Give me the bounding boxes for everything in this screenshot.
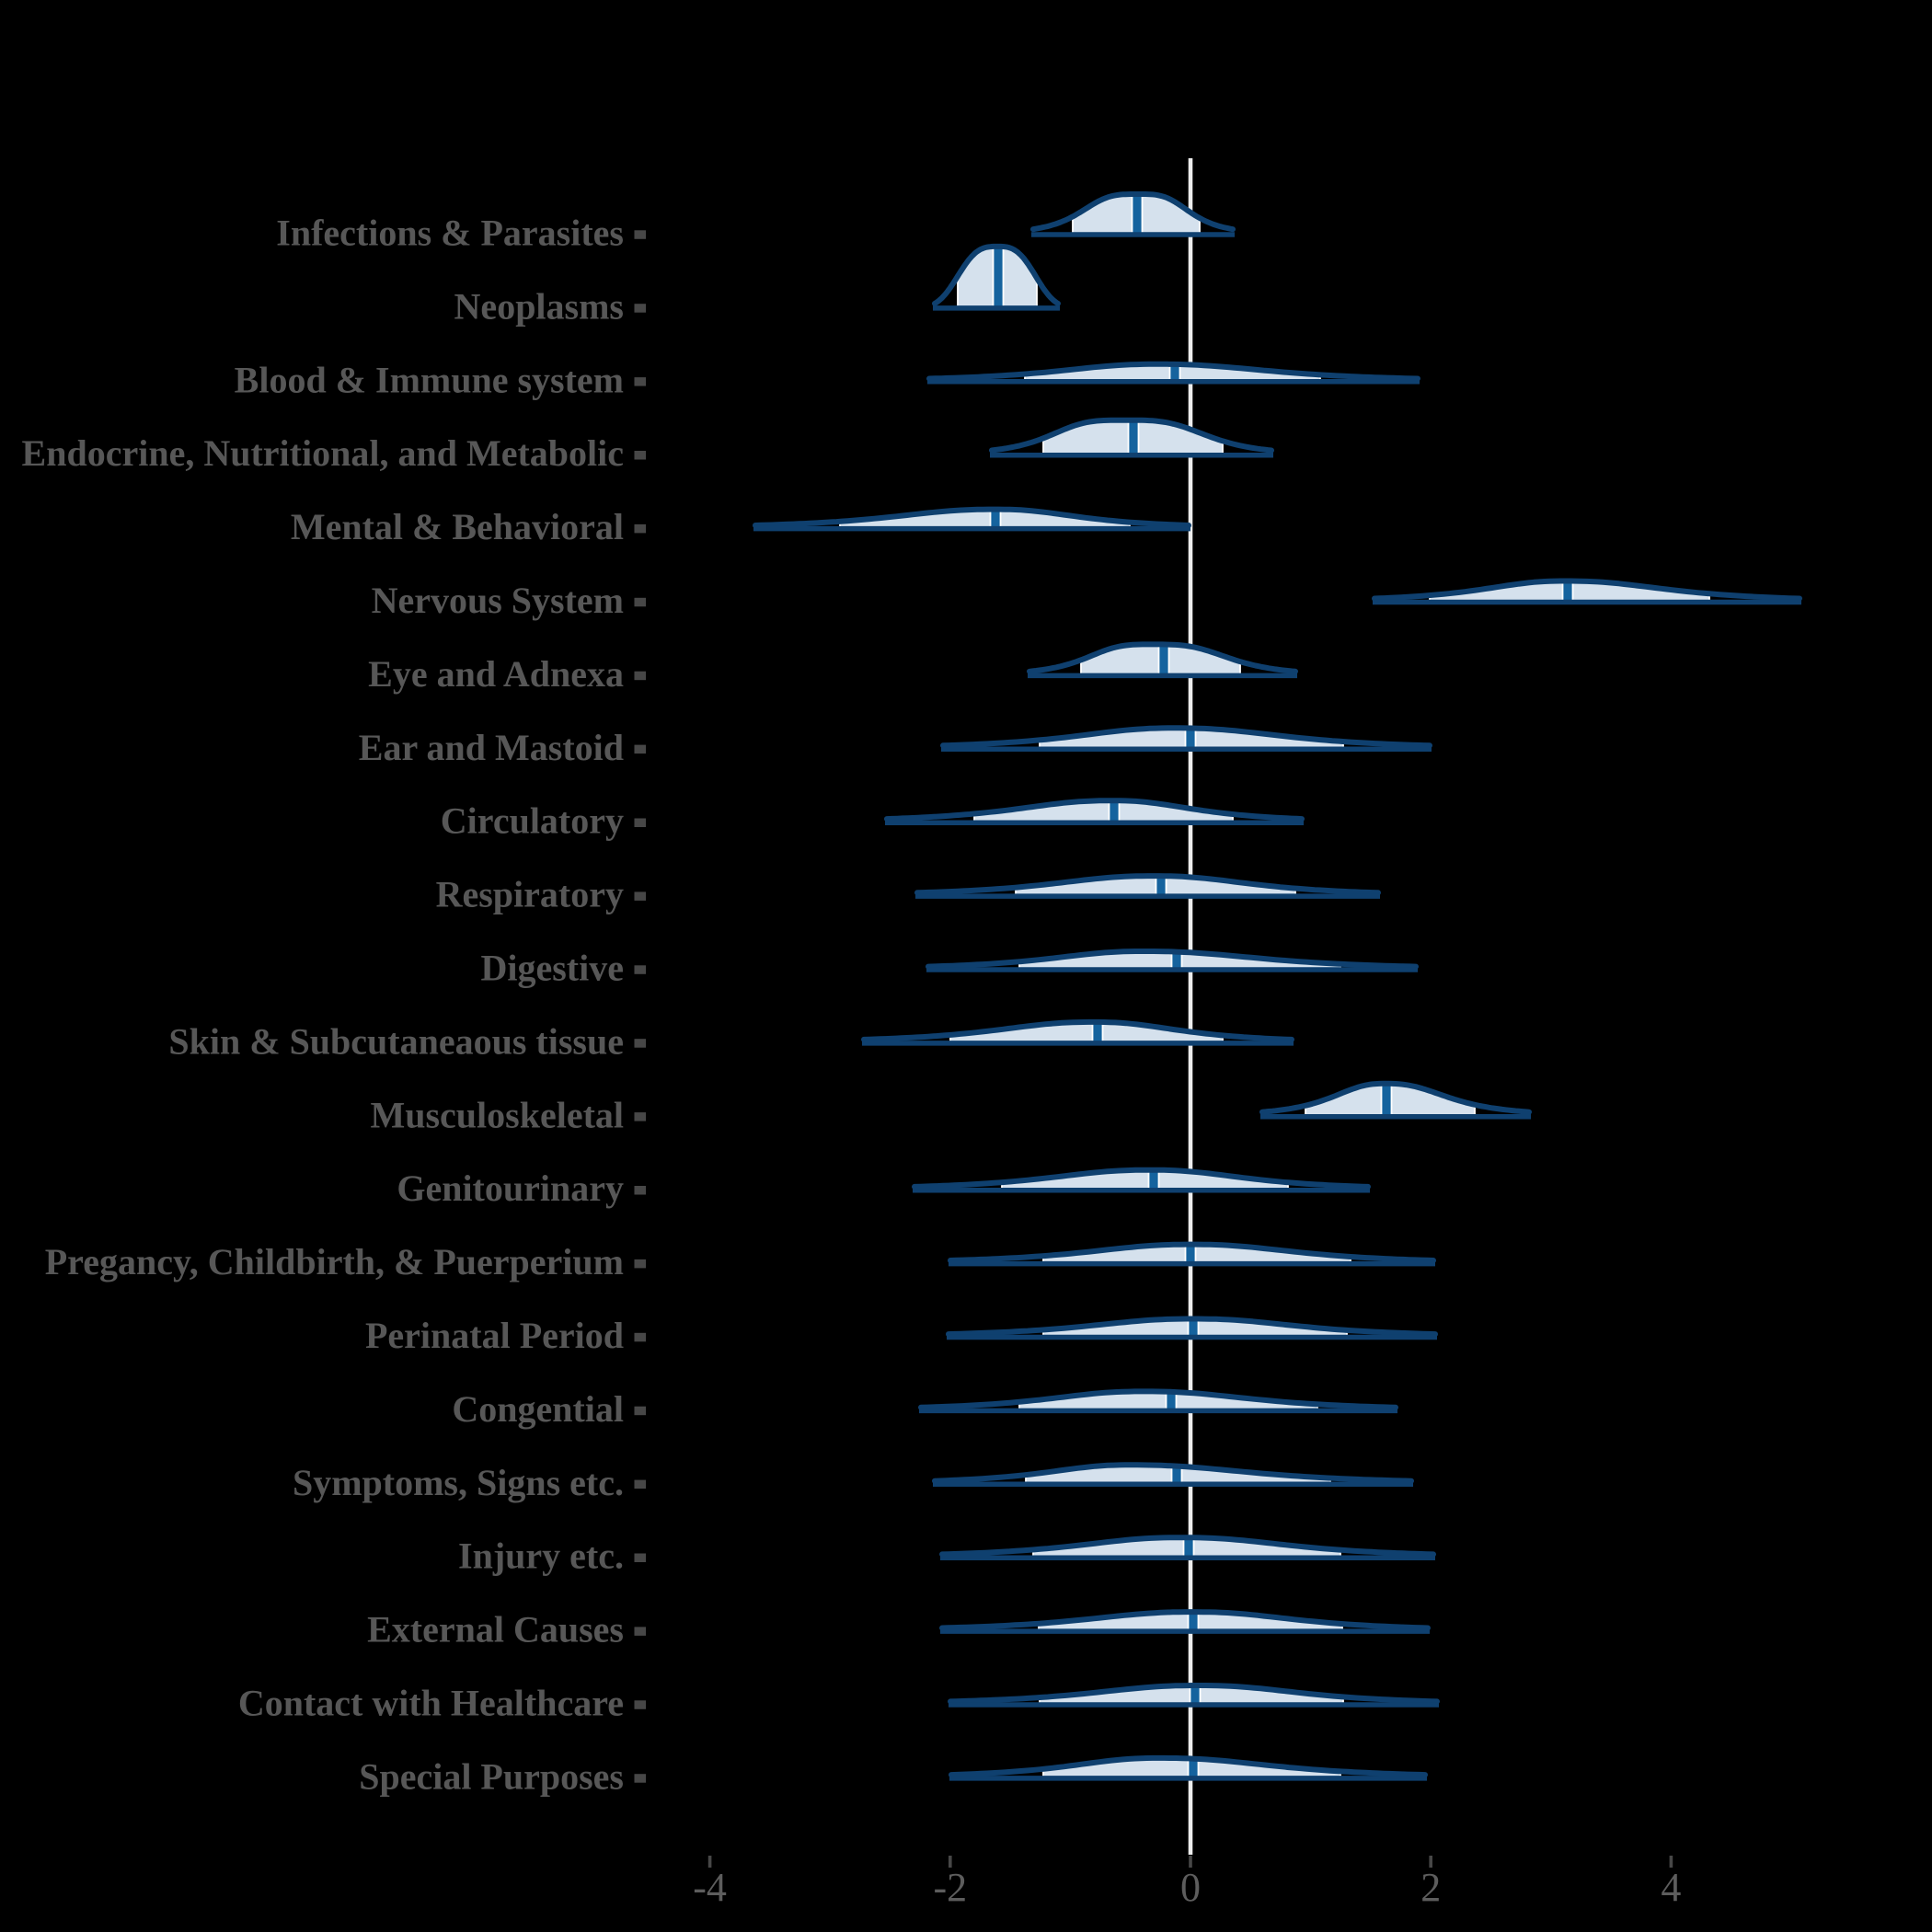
svg-text:0: 0 (1180, 1865, 1201, 1910)
svg-text:Infections & Parasites: Infections & Parasites (276, 213, 624, 254)
svg-text:Musculoskeletal: Musculoskeletal (370, 1094, 624, 1135)
svg-text:2: 2 (1420, 1865, 1441, 1910)
svg-text:Neoplasms: Neoplasms (454, 285, 624, 327)
svg-text:Ear and Mastoid: Ear and Mastoid (359, 727, 624, 768)
svg-text:Nervous System: Nervous System (372, 580, 624, 621)
svg-text:Mental & Behavioral: Mental & Behavioral (291, 506, 624, 547)
svg-text:Genitourinary: Genitourinary (397, 1167, 624, 1209)
svg-text:Endocrine, Nutritional, and Me: Endocrine, Nutritional, and Metabolic (22, 432, 624, 474)
svg-text:Injury etc.: Injury etc. (458, 1535, 624, 1577)
svg-text:-2: -2 (933, 1865, 967, 1910)
svg-text:Congential: Congential (452, 1388, 624, 1430)
svg-text:External Causes: External Causes (367, 1609, 624, 1650)
svg-text:Perinatal Period: Perinatal Period (365, 1315, 624, 1356)
svg-text:Respiratory: Respiratory (436, 874, 624, 915)
svg-text:-4: -4 (693, 1865, 727, 1910)
svg-text:Symptoms, Signs etc.: Symptoms, Signs etc. (293, 1462, 624, 1503)
svg-text:Contact with Healthcare: Contact with Healthcare (238, 1683, 624, 1724)
svg-text:Blood & Immune system: Blood & Immune system (235, 359, 624, 400)
svg-text:Skin & Subcutaneaous tissue: Skin & Subcutaneaous tissue (168, 1020, 624, 1062)
svg-text:Circulatory: Circulatory (441, 800, 624, 842)
svg-text:Digestive: Digestive (480, 948, 624, 989)
svg-text:Eye and Adnexa: Eye and Adnexa (368, 653, 624, 695)
svg-text:4: 4 (1661, 1865, 1681, 1910)
svg-text:Special Purposes: Special Purposes (359, 1755, 624, 1797)
svg-text:Pregancy, Childbirth, & Puerpe: Pregancy, Childbirth, & Puerperium (45, 1241, 624, 1282)
